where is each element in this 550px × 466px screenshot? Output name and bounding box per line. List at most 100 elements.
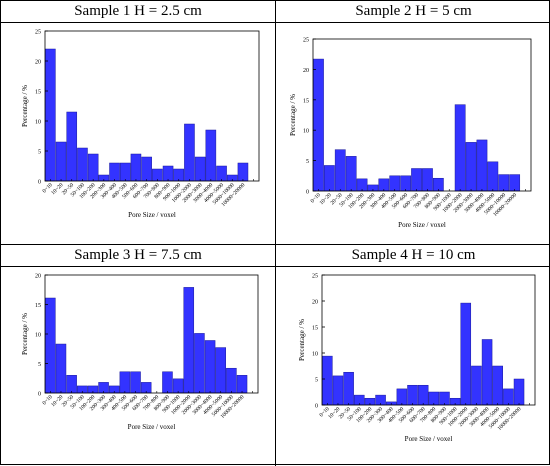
y-tick-label: 15: [312, 326, 318, 332]
bar: [162, 371, 173, 394]
bar: [332, 375, 344, 406]
y-tick-label: 10: [303, 129, 309, 135]
panel-title: Sample 2 H = 5 cm: [276, 1, 550, 23]
y-tick-label: 15: [303, 98, 309, 104]
bar: [172, 378, 184, 394]
panel-title: Sample 4 H = 10 cm: [276, 245, 550, 267]
bar: [55, 141, 67, 182]
bar: [66, 375, 77, 394]
bar: [184, 123, 195, 182]
bar: [119, 162, 131, 182]
y-tick-label: 15: [35, 303, 41, 309]
bar: [400, 175, 412, 192]
bar: [487, 161, 499, 192]
y-tick-label: 10: [35, 120, 41, 126]
bar: [216, 165, 227, 182]
bar-chart-sample-2: 05101520250~1010~2020~5050~100100~200200…: [289, 38, 532, 229]
y-tick-label: 20: [312, 300, 318, 306]
bar-chart-sample-4: 05101520250~1010~2020~5050~100100~200200…: [298, 274, 536, 443]
bar: [417, 384, 429, 406]
bar: [141, 156, 152, 182]
bar: [345, 156, 357, 192]
bar: [407, 384, 418, 406]
bar: [389, 175, 401, 192]
bar: [77, 147, 88, 182]
y-tick-label: 20: [35, 274, 41, 280]
plot-frame: [321, 274, 536, 406]
bar: [162, 165, 174, 182]
bar: [194, 333, 205, 394]
bar: [396, 388, 408, 406]
bar: [498, 174, 510, 192]
y-axis-label: Percentage / %: [298, 319, 306, 361]
bar: [130, 371, 141, 394]
bar: [454, 104, 466, 192]
x-axis-label: Pore Size / voxel: [128, 423, 176, 431]
bar: [119, 371, 131, 394]
bar: [343, 371, 354, 406]
bar: [45, 48, 56, 182]
y-tick-label: 0: [315, 404, 318, 410]
panel-title: Sample 3 H = 7.5 cm: [1, 245, 275, 267]
bar: [411, 168, 422, 192]
bar: [204, 340, 216, 394]
bar: [513, 378, 525, 406]
bar: [66, 111, 78, 182]
grid-divider-horizontal: [1, 244, 550, 245]
bar: [183, 287, 195, 394]
y-tick-label: 0: [306, 190, 309, 196]
bar: [237, 162, 249, 182]
bar: [492, 365, 503, 406]
panel-sample-4: Sample 4 H = 10 cm 0 5 10 15 20 25 0~10 10~20 20…: [276, 245, 550, 466]
y-tick-label: 0: [38, 180, 41, 186]
bar: [130, 153, 142, 182]
bar: [481, 339, 493, 406]
plot-frame: [312, 38, 532, 192]
bar-chart-sample-3: 051015200~1010~2020~5050~100100~200200~3…: [21, 274, 259, 431]
panel-sample-1: Sample 1 H = 2.5 cm 0 5 10 15 20 25 0~10 10~20 2…: [1, 1, 275, 244]
bar: [509, 174, 521, 192]
x-axis-label: Pore Size / voxel: [405, 435, 453, 443]
bar: [322, 355, 333, 406]
plot-frame: [44, 274, 259, 394]
bar: [465, 142, 477, 192]
y-tick-label: 20: [35, 60, 41, 66]
bar: [205, 129, 217, 182]
y-axis-label: Percentage / %: [21, 313, 29, 355]
y-tick-label: 15: [35, 90, 41, 96]
bar: [87, 153, 99, 182]
bar: [226, 367, 237, 394]
y-tick-label: 20: [303, 68, 309, 74]
y-tick-label: 25: [312, 274, 318, 280]
bar: [45, 297, 56, 394]
grid-divider-vertical: [275, 1, 276, 466]
y-tick-label: 0: [38, 392, 41, 398]
bar: [109, 162, 120, 182]
bar: [313, 58, 324, 192]
panel-sample-2: Sample 2 H = 5 cm 0 5 10 15 20 25 0~10 10~20 20~…: [276, 1, 550, 244]
bar: [476, 139, 488, 192]
x-axis-label: Pore Size / voxel: [128, 211, 176, 219]
y-tick-label: 25: [35, 30, 41, 36]
y-tick-label: 10: [312, 352, 318, 358]
x-axis-label: Pore Size / voxel: [398, 221, 446, 229]
y-axis-label: Percentage / %: [21, 85, 29, 127]
y-tick-label: 5: [38, 362, 41, 368]
y-tick-label: 5: [315, 378, 318, 384]
bar: [422, 168, 433, 192]
bar: [236, 375, 248, 394]
bar: [334, 149, 346, 192]
y-tick-label: 25: [303, 38, 309, 44]
panel-title: Sample 1 H = 2.5 cm: [1, 1, 275, 23]
bar: [323, 165, 335, 192]
bar: [55, 343, 67, 394]
bar: [471, 365, 482, 406]
y-tick-label: 10: [35, 333, 41, 339]
panel-sample-3: Sample 3 H = 7.5 cm 0 5 10 15 20 0~10 10~20 20~…: [1, 245, 275, 466]
y-tick-label: 5: [306, 159, 309, 165]
plot-frame: [44, 30, 260, 182]
bar: [503, 388, 514, 406]
bar: [215, 347, 226, 394]
bar: [194, 156, 206, 182]
